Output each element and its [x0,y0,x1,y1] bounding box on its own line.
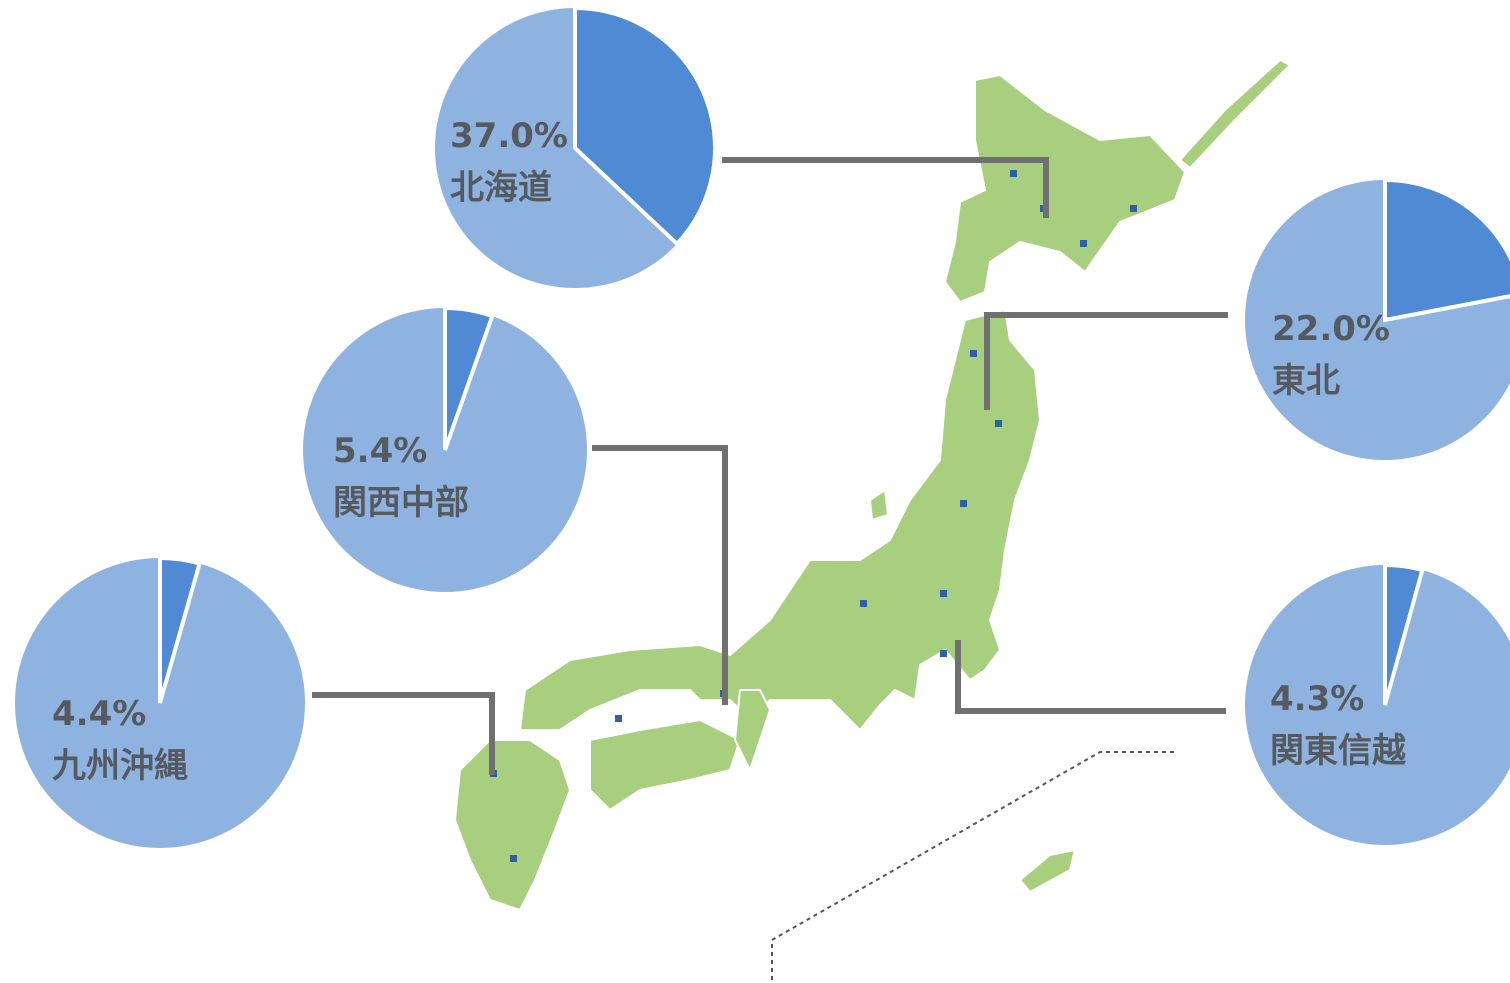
inset-border [771,751,1178,980]
awaji [733,689,772,773]
pie-slice [1383,562,1425,706]
pie-slice [158,555,203,704]
pie-value-label: 37.0% [450,116,568,156]
station [995,420,1002,427]
honshu [518,308,1042,732]
station [970,350,977,357]
station [510,855,517,862]
leader-line [312,692,495,775]
leader-line [984,312,1228,410]
hokkaido [943,73,1187,304]
kuril [1178,58,1292,170]
pie-region-label: 九州沖縄 [52,746,188,786]
sado [868,488,890,522]
station [615,715,622,722]
station [860,600,867,607]
pie-slice [443,305,495,451]
japan-map [453,58,1292,912]
pie-value-label: 4.3% [1270,679,1364,719]
okinawa-islands [1018,848,1077,894]
pies: 37.0% 北海道 22.0% 東北 5.4% 関西中部 4.3% 関東信越 4.4% 九州沖縄 [15,5,1510,848]
leader-line [955,640,1226,714]
pie-region-label: 関西中部 [333,483,469,523]
station [1010,170,1017,177]
pie-value-label: 22.0% [1272,309,1390,349]
pie-value-label: 5.4% [333,431,427,471]
station [940,650,947,657]
pie-region-label: 東北 [1272,361,1340,401]
pie-value-label: 4.4% [52,694,146,734]
pie-slice [1383,177,1510,323]
station [1130,205,1137,212]
pie-background [1245,565,1510,845]
leader-line [592,445,728,705]
leader-line [722,157,1049,218]
pie-region-label: 北海道 [450,168,552,208]
pie-region-label: 関東信越 [1270,731,1407,771]
station [940,590,947,597]
station [960,500,967,507]
station [1080,240,1087,247]
pie-slice [573,5,717,247]
shikoku [589,718,742,812]
leader-lines [312,157,1228,775]
kyushu [453,739,572,912]
